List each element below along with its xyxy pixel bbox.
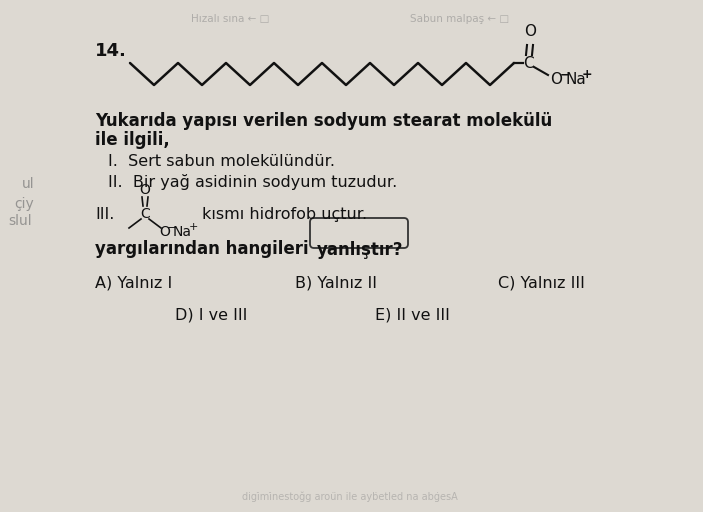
Text: yanlıştır?: yanlıştır? bbox=[317, 241, 404, 259]
Text: O: O bbox=[140, 183, 150, 197]
Text: I.  Sert sabun molekülündür.: I. Sert sabun molekülündür. bbox=[108, 154, 335, 169]
Text: −: − bbox=[560, 69, 570, 81]
Text: II.  Bir yağ asidinin sodyum tuzudur.: II. Bir yağ asidinin sodyum tuzudur. bbox=[108, 174, 397, 190]
Text: Hızalı sına ← □: Hızalı sına ← □ bbox=[191, 14, 269, 24]
Text: D) I ve III: D) I ve III bbox=[175, 307, 247, 322]
Text: III.: III. bbox=[95, 207, 115, 222]
Text: −: − bbox=[167, 223, 176, 233]
Text: ul: ul bbox=[22, 177, 34, 191]
Text: Na: Na bbox=[566, 72, 586, 87]
Text: Yukarıda yapısı verilen sodyum stearat molekülü: Yukarıda yapısı verilen sodyum stearat m… bbox=[95, 112, 553, 130]
Text: C: C bbox=[140, 207, 150, 221]
Text: B) Yalnız II: B) Yalnız II bbox=[295, 275, 377, 290]
Text: digi̇mi̇nestoğg aroün ile ayḃetled na abġesA: digi̇mi̇nestoğg aroün ile ayḃetled na … bbox=[242, 492, 458, 502]
Text: A) Yalnız I: A) Yalnız I bbox=[95, 275, 172, 290]
Text: C: C bbox=[523, 55, 534, 71]
Text: kısmı hidrofob uçtur.: kısmı hidrofob uçtur. bbox=[202, 207, 367, 222]
Text: O: O bbox=[550, 72, 562, 87]
Text: +: + bbox=[188, 222, 198, 232]
Text: Na: Na bbox=[172, 225, 191, 239]
Text: slul: slul bbox=[8, 214, 32, 228]
Text: O: O bbox=[160, 225, 170, 239]
Text: Sabun malpaş ← □: Sabun malpaş ← □ bbox=[411, 14, 510, 24]
Text: 14.: 14. bbox=[95, 42, 127, 60]
Text: C) Yalnız III: C) Yalnız III bbox=[498, 275, 585, 290]
Text: yargılarından hangileri: yargılarından hangileri bbox=[95, 240, 314, 258]
Text: çiy: çiy bbox=[14, 197, 34, 211]
Text: E) II ve III: E) II ve III bbox=[375, 307, 450, 322]
Text: O: O bbox=[524, 25, 536, 39]
Text: ile ilgili,: ile ilgili, bbox=[95, 131, 169, 149]
Text: +: + bbox=[581, 68, 593, 80]
